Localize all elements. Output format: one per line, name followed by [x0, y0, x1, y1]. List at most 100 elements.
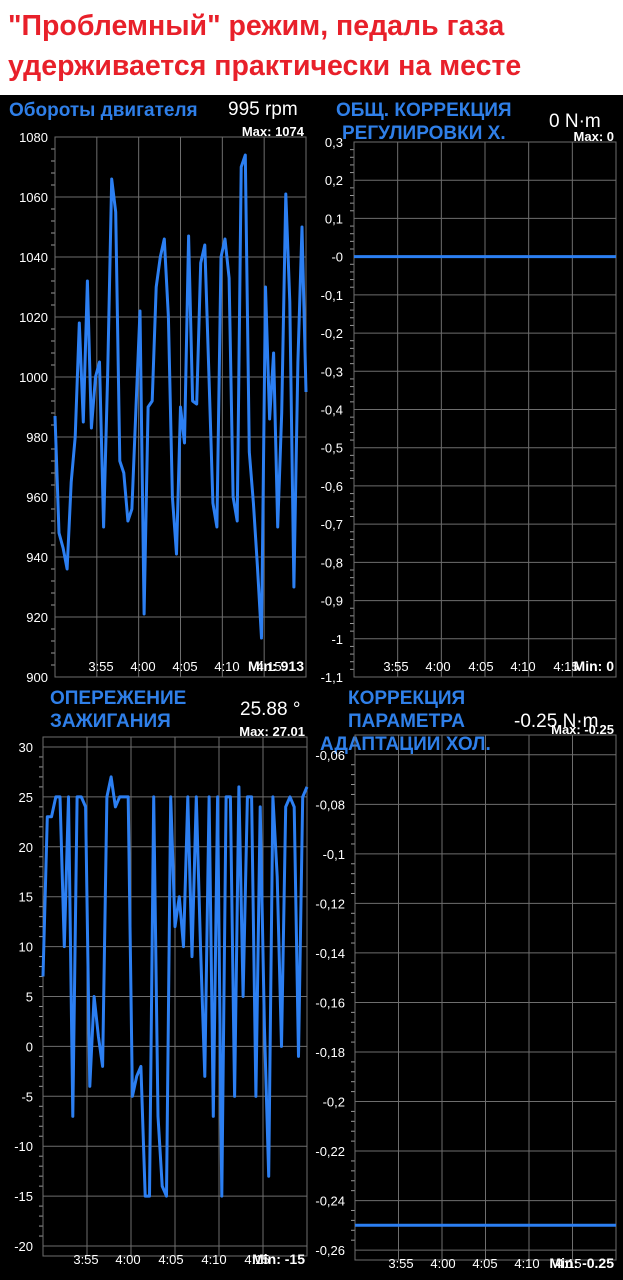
- y-tick-label: 1020: [19, 310, 48, 325]
- min-label: Min: -0.25: [549, 1255, 614, 1271]
- y-tick-label: 1080: [19, 130, 48, 145]
- y-tick-label: 0,2: [325, 173, 343, 188]
- rpm-panel: Обороты двигателя 995 rpm 1080 1060 1040 10…: [0, 95, 312, 685]
- y-tick-label: -0,3: [321, 364, 343, 379]
- banner-line-1: "Проблемный" режим, педаль газа: [8, 10, 505, 42]
- panel-value: 995 rpm: [228, 99, 298, 120]
- y-tick-label: 0: [26, 1039, 33, 1054]
- x-tick-label: 4:05: [468, 659, 493, 674]
- ignition-panel: ОПЕРЕЖЕНИЕ ЗАЖИГАНИЯ 25.88 ° 30 25 20 15 10 5…: [0, 685, 312, 1280]
- x-tick-label: 3:55: [388, 1256, 413, 1271]
- plot-border: [354, 734, 617, 1261]
- x-tick-label: 4:00: [115, 1252, 140, 1267]
- max-label: Max: 1074: [242, 124, 305, 139]
- y-tick-label: -0,16: [315, 995, 345, 1010]
- series-line: [53, 153, 308, 640]
- x-tick-label: 3:55: [383, 659, 408, 674]
- y-tick-label: 15: [19, 890, 33, 905]
- y-tick-label: 900: [26, 670, 48, 685]
- min-label: Min: 0: [574, 658, 615, 674]
- x-tick-label: 4:10: [514, 1256, 539, 1271]
- ignition-chart: 30 25 20 15 10 5 0 -5 -10 -15 -20 3:55 4:00 4:05 4:10 4…: [14, 724, 309, 1267]
- panel-title: ОПЕРЕЖЕНИЕ ЗАЖИГАНИЯ: [50, 687, 186, 733]
- y-tick-label: -0,1: [323, 847, 345, 862]
- x-tick-label: 4:15: [553, 659, 578, 674]
- y-tick-label: 960: [26, 490, 48, 505]
- y-tick-label: 980: [26, 430, 48, 445]
- x-tick-label: 4:05: [472, 1256, 497, 1271]
- y-tick-label: -0,26: [315, 1243, 345, 1258]
- panel-title: КОРРЕКЦИЯ ПАРАМЕТРА АДАПТАЦИИ ХОЛ.: [320, 687, 491, 756]
- panel-value: 25.88 °: [240, 699, 301, 720]
- y-tick-label: -0,9: [321, 594, 343, 609]
- y-tick-label: -0,8: [321, 555, 343, 570]
- y-tick-label: -0,6: [321, 479, 343, 494]
- y-tick-label: -1,1: [321, 670, 343, 685]
- y-tick-label: -0,2: [323, 1095, 345, 1110]
- y-tick-label: -0,24: [315, 1194, 345, 1209]
- x-tick-label: 4:00: [130, 659, 155, 674]
- y-tick-label: -0,1: [321, 288, 343, 303]
- y-tick-label: -0,5: [321, 441, 343, 456]
- x-tick-label: 4:10: [214, 659, 239, 674]
- x-tick-label: 4:05: [172, 659, 197, 674]
- panel-title-line: ОПЕРЕЖЕНИЕ: [50, 688, 187, 709]
- y-tick-label: -0,12: [315, 896, 345, 911]
- y-tick-label: 0,3: [325, 135, 343, 150]
- y-tick-label: 0,1: [325, 211, 343, 226]
- banner-line-2: удерживается практически на месте: [8, 50, 522, 82]
- x-tick-label: 4:00: [425, 659, 450, 674]
- y-tick-label: -20: [14, 1239, 33, 1254]
- max-label: Max: -0.25: [551, 722, 614, 737]
- y-tick-label: -15: [14, 1189, 33, 1204]
- panel-title-line: ОБЩ. КОРРЕКЦИЯ: [336, 100, 512, 121]
- y-tick-label: 1040: [19, 250, 48, 265]
- x-tick-label: 4:15: [244, 1252, 269, 1267]
- min-label: Min: 913: [248, 658, 304, 674]
- annotation-banner: "Проблемный" режим, педаль газа удержива…: [0, 0, 623, 95]
- y-tick-label: 5: [26, 990, 33, 1005]
- max-label: Max: 27.01: [239, 724, 305, 739]
- y-tick-label: 940: [26, 550, 48, 565]
- panel-title: ОБЩ. КОРРЕКЦИЯ РЕГУЛИРОВКИ Х.: [336, 99, 512, 145]
- y-tick-label: -0,22: [315, 1144, 345, 1159]
- y-tick-label: -0,4: [321, 403, 343, 418]
- x-tick-label: 4:05: [158, 1252, 183, 1267]
- y-tick-label: 20: [19, 840, 33, 855]
- y-tick-label: -0,18: [315, 1045, 345, 1060]
- panel-title-line: АДАПТАЦИИ ХОЛ.: [320, 734, 491, 755]
- min-label: Min: -15: [252, 1251, 305, 1267]
- total-correction-panel: ОБЩ. КОРРЕКЦИЯ РЕГУЛИРОВКИ Х. 0 N·m 0,3 0…: [312, 95, 623, 685]
- y-tick-label: -1: [331, 632, 343, 647]
- y-tick-label: 25: [19, 790, 33, 805]
- idle-adaptation-panel: КОРРЕКЦИЯ ПАРАМЕТРА АДАПТАЦИИ ХОЛ. -0.25…: [312, 685, 623, 1280]
- y-tick-label: 1000: [19, 370, 48, 385]
- y-tick-label: -5: [21, 1089, 33, 1104]
- panel-title-line: КОРРЕКЦИЯ: [348, 688, 466, 709]
- y-tick-label: 10: [19, 940, 33, 955]
- x-tick-label: 4:10: [201, 1252, 226, 1267]
- panel-title-line: РЕГУЛИРОВКИ Х.: [342, 123, 506, 144]
- y-tick-label: 920: [26, 610, 48, 625]
- total-correction-chart: 0,3 0,2 0,1 -0 -0,1 -0,2 -0,3 -0,4 -0,5 -0,6 -0,7 -…: [321, 129, 617, 685]
- y-tick-label: 30: [19, 740, 33, 755]
- y-tick-label: 1060: [19, 190, 48, 205]
- idle-adaptation-chart: -0,06 -0,08 -0,1 -0,12 -0,14 -0,16 -0,18 -0,2 -0…: [315, 722, 617, 1271]
- panel-title: Обороты двигателя: [9, 99, 198, 122]
- panel-title-line: Обороты двигателя: [9, 100, 198, 121]
- y-tick-label: -0,7: [321, 517, 343, 532]
- y-tick-label: -0,08: [315, 797, 345, 812]
- plot-border: [54, 136, 307, 678]
- rpm-chart: 1080 1060 1040 1020 1000 980 960 940 920 900 3:55 4…: [19, 124, 308, 685]
- y-tick-label: -10: [14, 1139, 33, 1154]
- x-tick-label: 3:55: [73, 1252, 98, 1267]
- panel-title-line: ПАРАМЕТРА: [348, 711, 465, 732]
- y-tick-label: -0,2: [321, 326, 343, 341]
- x-tick-label: 4:00: [430, 1256, 455, 1271]
- panel-value: 0 N·m: [549, 111, 601, 132]
- y-tick-label: -0,14: [315, 946, 345, 961]
- series-line: [41, 775, 309, 1198]
- x-tick-label: 4:10: [510, 659, 535, 674]
- y-tick-label: -0: [331, 250, 343, 265]
- max-label: Max: 0: [574, 129, 614, 144]
